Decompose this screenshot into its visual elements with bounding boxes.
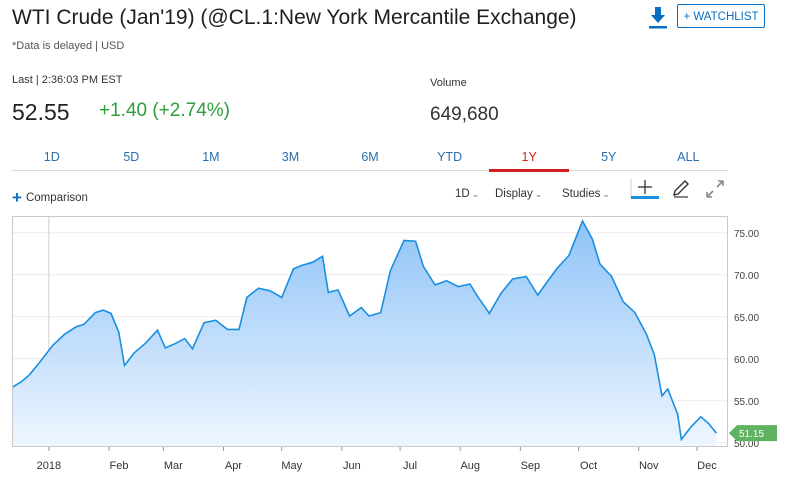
- interval-dropdown[interactable]: 1D ⌄: [455, 188, 479, 200]
- y-tick-label: 55.00: [734, 397, 759, 408]
- last-value-marker: [729, 425, 777, 442]
- x-tick-label: Apr: [225, 460, 242, 472]
- download-icon: [649, 7, 667, 29]
- x-tick-label: Mar: [164, 460, 183, 472]
- pencil-icon: [673, 180, 689, 198]
- draw-button[interactable]: [670, 178, 692, 205]
- data-disclaimer: *Data is delayed | USD: [12, 40, 125, 52]
- download-button[interactable]: [646, 4, 670, 30]
- chevron-down-icon: ⌄: [534, 189, 543, 199]
- watchlist-button[interactable]: + WATCHLIST: [677, 4, 765, 28]
- last-value-label: 51.15: [739, 429, 764, 440]
- crosshair-icon: [630, 179, 659, 199]
- x-tick-label: Jul: [403, 460, 417, 472]
- display-dropdown[interactable]: Display ⌄: [495, 188, 542, 200]
- expand-icon: [706, 180, 724, 198]
- chevron-down-icon: ⌄: [602, 189, 610, 199]
- price-chart[interactable]: 75.00 70.00 65.00 60.00 55.00 50.00 2018 Feb Ma…: [12, 216, 779, 478]
- x-tick-label: Sep: [521, 460, 541, 472]
- x-tick-label: Feb: [110, 460, 129, 472]
- x-tick-label: 2018: [37, 460, 61, 472]
- crosshair-button[interactable]: [629, 178, 661, 205]
- display-label: Display: [495, 188, 533, 200]
- plot-frame: [12, 216, 728, 447]
- tab-1d[interactable]: 1D: [43, 150, 60, 164]
- x-tick-label: May: [281, 460, 302, 472]
- comparison-label: Comparison: [25, 192, 88, 204]
- last-price: 52.55: [12, 99, 70, 125]
- x-tick-label: Aug: [460, 460, 480, 472]
- x-tick-label: Dec: [697, 460, 717, 472]
- y-tick-label: 65.00: [734, 313, 759, 324]
- tab-1y[interactable]: 1Y: [489, 146, 569, 172]
- page-title: WTI Crude (Jan'19) (@CL.1:New York Merca…: [12, 6, 577, 29]
- tab-5d[interactable]: 5D: [123, 150, 140, 164]
- tab-3m[interactable]: 3M: [281, 150, 300, 164]
- tab-5y[interactable]: 5Y: [601, 150, 617, 164]
- price-change: +1.40 (+2.74%): [99, 100, 230, 121]
- y-tick-label: 70.00: [734, 271, 759, 282]
- plus-icon: +: [12, 188, 22, 207]
- studies-label: Studies: [562, 188, 601, 200]
- price-area: [12, 221, 717, 447]
- tab-1m[interactable]: 1M: [202, 150, 220, 164]
- time-range-tabs: 1D 5D 1M 3M 6M YTD 1Y 5Y ALL: [12, 146, 728, 172]
- chevron-down-icon: ⌄: [471, 189, 480, 199]
- last-trade-label: Last | 2:36:03 PM EST: [12, 74, 123, 86]
- y-tick-label: 60.00: [734, 355, 759, 366]
- x-tick-label: Jun: [343, 460, 361, 472]
- tab-6m[interactable]: 6M: [361, 150, 379, 164]
- comparison-button[interactable]: + Comparison: [12, 188, 88, 208]
- x-tick-label: Oct: [580, 460, 597, 472]
- x-tick-label: Nov: [639, 460, 659, 472]
- y-tick-label: 50.00: [734, 439, 759, 450]
- interval-label: 1D: [455, 188, 470, 200]
- fullscreen-button[interactable]: [704, 178, 726, 205]
- y-tick-label: 75.00: [734, 229, 759, 240]
- tab-all[interactable]: ALL: [677, 150, 700, 164]
- price-line: [12, 219, 718, 442]
- volume-label: Volume: [430, 77, 467, 89]
- studies-dropdown[interactable]: Studies ⌄: [562, 188, 610, 200]
- volume-value: 649,680: [430, 104, 499, 125]
- tab-ytd[interactable]: YTD: [437, 150, 463, 164]
